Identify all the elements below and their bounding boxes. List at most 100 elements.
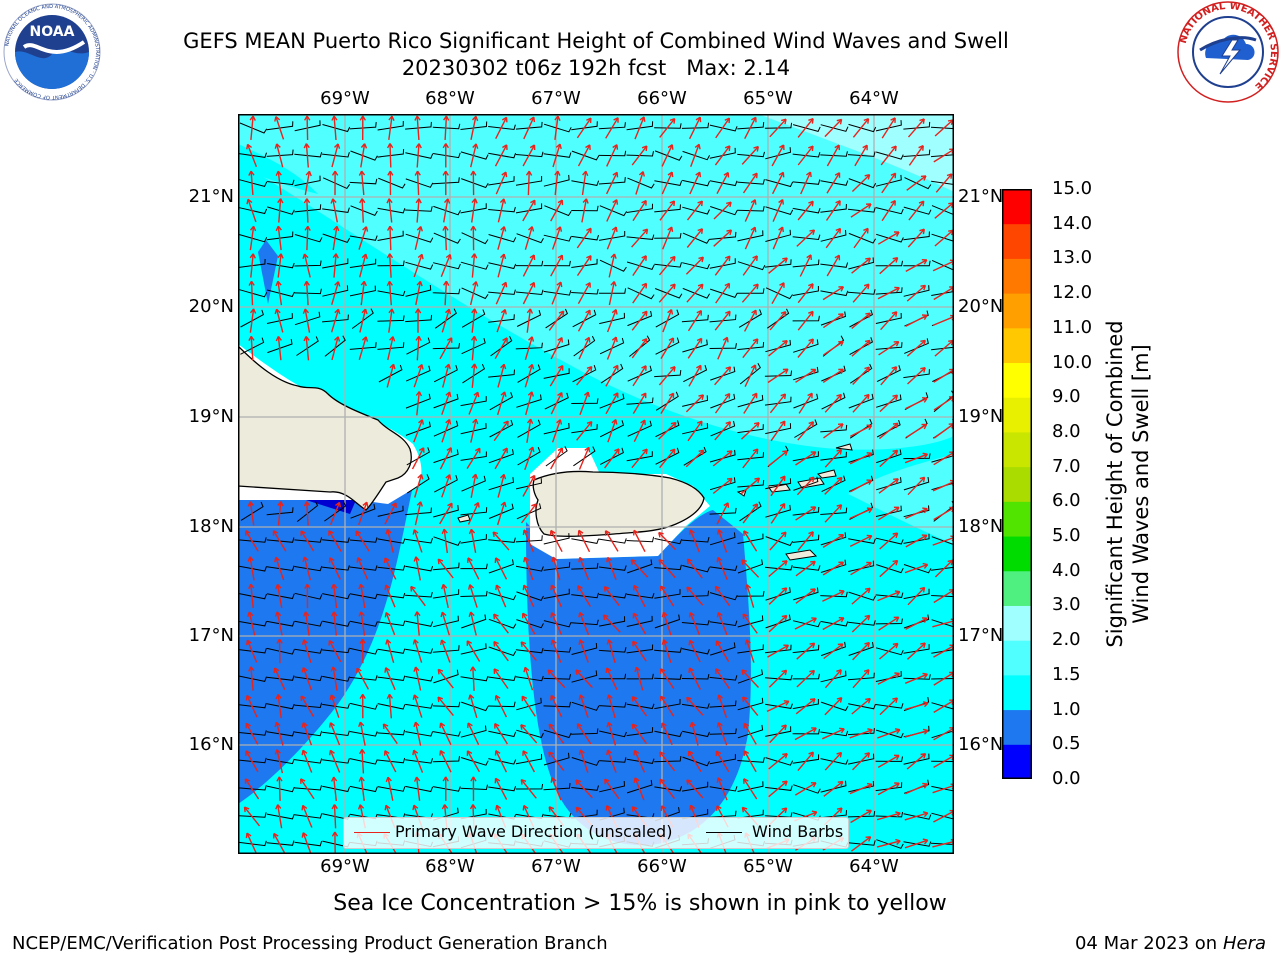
wave-direction-arrow (850, 561, 872, 576)
wind-barb (432, 343, 460, 350)
wave-direction-arrow (247, 199, 257, 223)
wind-barb (654, 614, 681, 629)
wind-barb (516, 233, 544, 244)
wind-barb (820, 262, 849, 268)
wave-direction-arrowhead (414, 611, 421, 617)
wave-direction-arrow (466, 640, 481, 662)
wave-direction-arrowhead (781, 560, 788, 566)
wind-barb (405, 785, 434, 793)
wave-direction-arrowhead (577, 585, 583, 591)
wave-direction-arrowhead (807, 392, 813, 399)
wind-barb (903, 533, 930, 544)
wind-barb (792, 620, 821, 628)
wind-barb (349, 565, 378, 571)
wave-direction-arrow (495, 171, 507, 195)
lon-label-top-69w: 69°W (320, 88, 370, 109)
wind-barb (875, 287, 903, 295)
wave-direction-arrowhead (834, 172, 841, 178)
wave-direction-arrow (444, 226, 447, 251)
wave-direction-arrow (824, 118, 843, 138)
colorbar-cell (1002, 605, 1032, 641)
wave-direction-arrow (444, 281, 448, 306)
wave-direction-arrowhead (249, 308, 257, 314)
wind-barb (324, 335, 346, 357)
wave-direction-arrowhead (385, 639, 392, 645)
wave-direction-arrowhead (689, 804, 696, 811)
wave-direction-arrow (382, 723, 398, 745)
wave-direction-arrow (302, 722, 313, 746)
wind-barb (266, 758, 295, 765)
wave-direction-arrowhead (303, 115, 311, 121)
wind-barb (488, 289, 516, 295)
wave-direction-arrow (632, 255, 647, 276)
wave-direction-arrowhead (554, 115, 561, 121)
wave-direction-arrow (771, 282, 785, 305)
wave-direction-arrowhead (715, 750, 722, 757)
wave-direction-arrowhead (275, 170, 282, 176)
wind-barb (599, 259, 627, 272)
colorbar-cell (1002, 744, 1032, 779)
wave-direction-arrowhead (275, 693, 282, 700)
wave-direction-arrow (661, 144, 673, 167)
wind-barb (599, 337, 625, 355)
wave-direction-arrow (690, 144, 700, 168)
wave-direction-arrow (333, 611, 337, 636)
wave-direction-arrowhead (809, 698, 816, 704)
wave-direction-arrowhead (358, 170, 366, 176)
wind-barb (931, 180, 954, 185)
wave-direction-arrowhead (725, 421, 732, 427)
wind-barb (405, 152, 434, 159)
wave-direction-arrowhead (442, 776, 449, 782)
wind-barb (875, 151, 904, 160)
wave-direction-arrow (768, 340, 788, 357)
wind-barb (682, 339, 708, 353)
wave-direction-arrowhead (893, 754, 900, 761)
wave-direction-arrowhead (586, 227, 592, 234)
wave-direction-arrow (246, 695, 258, 718)
wave-direction-arrow (822, 728, 845, 740)
wind-barb (629, 335, 651, 357)
wave-direction-arrow (712, 450, 733, 467)
wind-barb (544, 392, 569, 410)
wave-direction-arrow (718, 694, 728, 718)
wave-direction-arrow (933, 754, 954, 769)
wave-direction-arrowhead (835, 200, 841, 206)
wave-direction-arrowhead (493, 668, 500, 674)
wave-direction-arrowhead (301, 749, 308, 756)
wave-direction-arrowhead (836, 393, 842, 400)
wave-direction-arrow (523, 529, 535, 553)
wave-direction-arrow (686, 200, 703, 221)
wind-barb (294, 175, 321, 187)
wave-direction-arrowhead (501, 171, 508, 178)
wind-barb (461, 178, 489, 189)
wind-barb (433, 449, 459, 464)
wave-direction-arrowhead (697, 228, 704, 234)
wind-barb (737, 591, 765, 597)
wave-direction-arrowhead (686, 696, 692, 703)
wind-barb (543, 588, 570, 599)
wind-barb (599, 420, 625, 438)
wave-direction-arrow (904, 729, 929, 738)
wave-direction-arrow (632, 392, 647, 415)
wave-direction-arrow (246, 832, 258, 854)
wave-direction-arrowhead (810, 782, 817, 788)
wind-barb (266, 647, 295, 655)
wave-direction-arrow (715, 640, 730, 662)
wind-barb (765, 339, 792, 353)
wave-direction-arrow (686, 283, 704, 303)
wave-direction-arrowhead (550, 639, 557, 646)
wind-barb (820, 780, 847, 793)
wave-direction-arrowhead (495, 584, 501, 591)
wave-direction-arrow (794, 617, 817, 630)
wave-direction-arrow (632, 365, 647, 387)
wave-direction-arrow (932, 480, 954, 492)
wave-direction-arrowhead (386, 280, 393, 287)
wind-barb (792, 534, 820, 543)
wave-direction-arrowhead (667, 309, 674, 315)
wind-barb (545, 308, 569, 329)
wave-direction-arrowhead (576, 723, 583, 729)
wind-barb (654, 262, 682, 268)
wind-barb (433, 205, 461, 216)
wave-direction-arrowhead (578, 639, 585, 645)
wave-direction-arrowhead (248, 583, 255, 589)
